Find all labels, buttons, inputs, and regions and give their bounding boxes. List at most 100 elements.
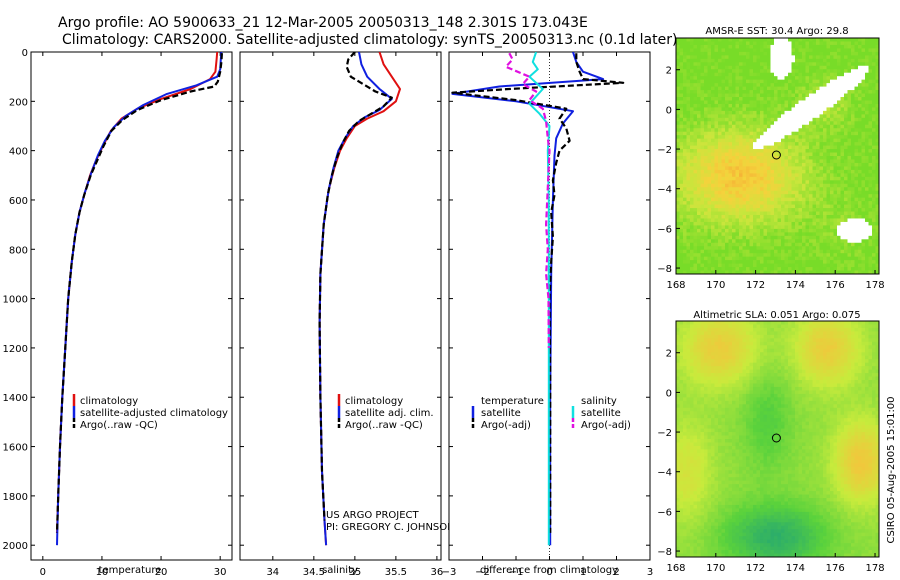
map-cell [683, 463, 688, 468]
map-cell [728, 242, 733, 247]
map-cell [683, 218, 688, 223]
map-cell [788, 169, 793, 174]
map-cell [833, 55, 838, 60]
map-cell [683, 145, 688, 150]
map-cell [693, 373, 698, 378]
map-cell [721, 246, 726, 251]
map-cell [774, 79, 779, 84]
map-cell [791, 156, 796, 161]
map-cell [686, 518, 691, 523]
map-cell [718, 107, 723, 112]
map-cell [711, 135, 716, 140]
map-cell [746, 159, 751, 164]
map-cell [704, 256, 709, 261]
map-cell [683, 232, 688, 237]
map-cell [763, 135, 768, 140]
map-cell [826, 72, 831, 77]
map-cell [812, 242, 817, 247]
map-cell [840, 86, 845, 91]
x-tick-label: 2 [613, 567, 619, 578]
map-cell [697, 156, 702, 161]
map-cell [753, 190, 758, 195]
map-cell [865, 131, 870, 136]
map-cell [711, 204, 716, 209]
map-cell [805, 208, 810, 213]
map-cell [714, 187, 719, 192]
map-cell [690, 418, 695, 423]
map-cell [840, 138, 845, 143]
map-cell [683, 373, 688, 378]
map-cell [805, 152, 810, 157]
map-cell [746, 204, 751, 209]
map-cell [770, 194, 775, 199]
map-cell [816, 221, 821, 227]
map-cell [686, 407, 691, 412]
map-cell [812, 201, 817, 206]
map-cell [861, 263, 866, 268]
map-cell [819, 90, 824, 95]
map-cell [714, 494, 719, 499]
map-cell [679, 390, 684, 395]
map-cell [791, 176, 796, 181]
map-cell [865, 176, 870, 181]
map-cell [851, 93, 856, 98]
map-cell [872, 117, 877, 122]
map-cell [686, 65, 691, 70]
map-cell [760, 142, 765, 147]
map-cell [823, 41, 828, 46]
map-cell [833, 128, 838, 133]
map-cell [704, 103, 709, 109]
map-cell [711, 390, 716, 395]
map-cell [749, 156, 754, 161]
map-cell [742, 90, 747, 95]
map-cell [693, 553, 698, 557]
map-cell [812, 249, 817, 254]
map-cell [858, 138, 863, 143]
map-cell [707, 525, 712, 530]
map-cell [711, 494, 716, 499]
map-cell [704, 218, 709, 223]
map-cell [711, 484, 716, 489]
map-cell [714, 166, 719, 171]
map-cell [693, 90, 698, 95]
map-cell [686, 355, 691, 360]
map-cell [819, 169, 824, 174]
map-cell [816, 38, 821, 43]
map-cell [847, 232, 852, 237]
map-cell [777, 41, 782, 46]
map-cell [721, 162, 726, 168]
map-cell [679, 529, 684, 534]
map-cell [858, 83, 863, 88]
map-cell [697, 355, 702, 360]
map-cell [823, 159, 828, 164]
map-cell [798, 100, 803, 105]
map-cell [728, 51, 733, 56]
map-cell [802, 124, 807, 129]
map-cell [704, 114, 709, 119]
map-cell [683, 390, 688, 395]
map-cell [697, 525, 702, 530]
map-cell [693, 439, 698, 444]
map-cell [872, 79, 877, 84]
map-cell [704, 166, 709, 171]
map-cell [847, 62, 852, 67]
map-cell [816, 79, 821, 84]
map-cell [753, 48, 758, 53]
map-cell [707, 348, 712, 353]
map-cell [861, 103, 866, 109]
map-cell [777, 145, 782, 150]
map-cell [707, 338, 712, 343]
map-cell [802, 128, 807, 133]
map-cell [714, 366, 719, 371]
map-cell [728, 114, 733, 119]
map-cell [704, 135, 709, 140]
map-cell [714, 51, 719, 56]
map-cell [697, 131, 702, 136]
map-cell [704, 263, 709, 268]
map-cell [833, 211, 838, 216]
map-cell [697, 459, 702, 464]
map-cell [697, 65, 702, 70]
map-cell [795, 228, 800, 233]
map-cell [774, 215, 779, 220]
map-cell [711, 341, 716, 346]
